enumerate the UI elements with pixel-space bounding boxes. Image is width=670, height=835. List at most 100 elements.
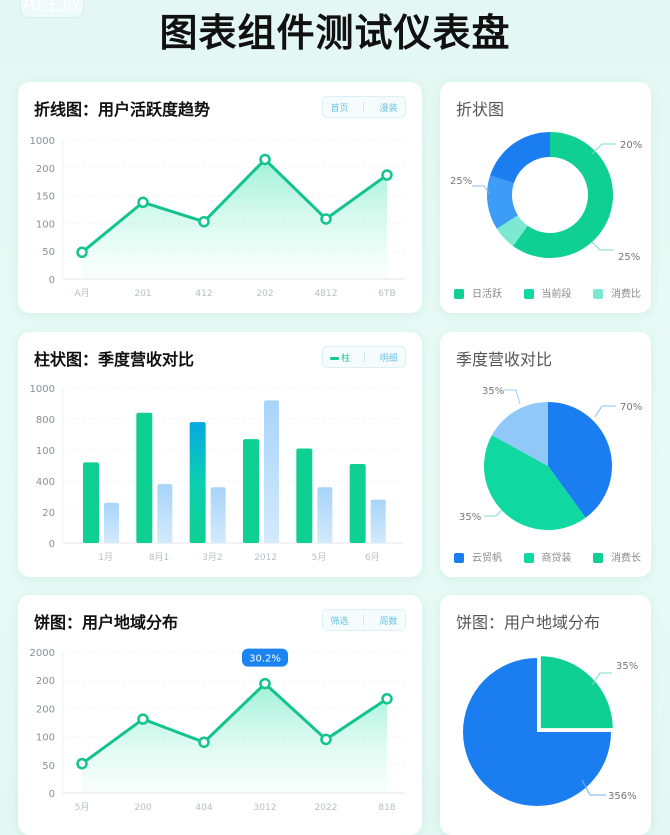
- slice-label: 20%: [620, 140, 642, 151]
- legend-item[interactable]: 消费长: [593, 549, 641, 564]
- y-tick-label: 1000: [30, 136, 55, 147]
- x-tick-label: 6月: [365, 552, 380, 563]
- slice-label: 70%: [620, 402, 642, 413]
- series-line: [81, 157, 388, 254]
- data-point: [381, 693, 393, 705]
- pie-slice: [487, 175, 518, 229]
- legend-item[interactable]: 云贸帆: [454, 549, 502, 564]
- bar: [243, 439, 259, 543]
- pie-slice: [496, 215, 528, 246]
- page-title: 图表组件测试仪表盘: [159, 11, 511, 55]
- legend-item[interactable]: 消费比: [593, 285, 641, 300]
- bar: [83, 462, 99, 543]
- pie-chart: 70% 35% 35%: [459, 386, 642, 530]
- legend: 日活跃 当前段 消费比: [454, 285, 641, 300]
- y-tick-label: 50: [42, 761, 55, 772]
- data-point: [76, 757, 88, 770]
- bar: [189, 422, 206, 543]
- y-tick-label: 2000: [30, 648, 55, 659]
- toggle-option[interactable]: 首页: [330, 103, 349, 114]
- x-tick-label: 5月: [312, 552, 327, 563]
- view-toggle[interactable]: 柱 明细: [322, 346, 406, 368]
- tooltip: [242, 648, 288, 667]
- y-tick-label: 100: [36, 446, 55, 457]
- x-tick-label: 1月: [98, 552, 113, 563]
- legend-item[interactable]: 日活跃: [454, 285, 502, 300]
- toggle-option[interactable]: 柱: [330, 351, 350, 364]
- x-tick-label: 8月1: [149, 552, 169, 563]
- label-leader: [591, 241, 614, 251]
- x-tick-label: 200: [134, 803, 151, 813]
- y-tick-label: 20: [42, 508, 55, 519]
- line-chart: 0 50 100 150 200 1000 A月 201 412 202 4812 6TB: [30, 136, 405, 299]
- x-tick-label: 2012: [254, 553, 277, 563]
- donut-chart-card: 折状图 20% 25% 25% 日活跃 当前段 消费比: [440, 82, 651, 313]
- x-tick-label: 2022: [315, 803, 338, 813]
- bar: [157, 484, 173, 543]
- data-point: [198, 736, 210, 748]
- x-tick-label: 5月: [75, 802, 90, 813]
- label-leader: [484, 509, 503, 517]
- legend: 云贸帆 商贷装 消费长: [454, 549, 641, 564]
- slice-label: 25%: [450, 176, 472, 187]
- slice-label: 35%: [459, 512, 481, 523]
- data-point: [381, 169, 393, 181]
- bar-chart-card: 柱状图：季度营收对比 柱 明细 0 20 400 100 800 1000 1月 8月1 3月2 2…: [18, 332, 422, 577]
- data-point: [137, 196, 149, 209]
- x-tick-label: 201: [134, 289, 151, 299]
- y-tick-label: 800: [36, 415, 55, 426]
- pie-chart: 35% 356%: [463, 654, 638, 806]
- toggle-option[interactable]: 筛选: [330, 616, 349, 627]
- y-tick-label: 0: [49, 275, 55, 286]
- bar: [370, 499, 386, 543]
- x-tick-label: 4812: [315, 289, 338, 299]
- label-leader: [594, 405, 616, 418]
- label-leader: [472, 185, 491, 195]
- card-title: 饼图：用户地域分布: [34, 613, 179, 632]
- toggle-option[interactable]: 周数: [379, 616, 398, 627]
- toggle-option[interactable]: 漫装: [379, 103, 398, 114]
- view-toggle[interactable]: 筛选 周数: [322, 609, 406, 631]
- bar: [104, 502, 119, 543]
- donut-chart: 20% 25% 25%: [450, 132, 642, 263]
- y-tick-label: 200: [36, 676, 55, 687]
- pie-slice: [484, 435, 586, 530]
- y-tick-label: 200: [36, 164, 55, 175]
- pie-slice: [490, 132, 550, 184]
- label-leader: [591, 672, 612, 686]
- view-toggle[interactable]: 首页 漫装: [322, 96, 406, 118]
- toggle-option[interactable]: 明细: [379, 353, 398, 364]
- x-tick-label: 3012: [254, 803, 277, 813]
- label-leader: [591, 143, 616, 155]
- line-chart-card: 饼图：用户地域分布 筛选 周数 0 50 100 200 200 2000 5月 200 404 3…: [18, 595, 422, 835]
- bar: [349, 463, 366, 543]
- bar: [264, 400, 279, 543]
- area-fill: [82, 159, 387, 279]
- bar: [210, 487, 226, 543]
- bar: [136, 412, 153, 543]
- y-tick-label: 1000: [30, 384, 55, 395]
- card-title: 季度营收对比: [456, 350, 553, 369]
- bar: [317, 487, 333, 543]
- pie-chart-card: 饼图：用户地域分布 35% 356%: [440, 595, 651, 835]
- legend-item[interactable]: 当前段: [523, 285, 572, 300]
- data-point: [76, 246, 88, 259]
- x-tick-label: 202: [256, 289, 273, 299]
- x-tick-label: 6TB: [378, 289, 395, 299]
- area-fill: [82, 683, 387, 793]
- y-tick-label: 0: [49, 539, 55, 550]
- y-tick-label: 400: [36, 477, 55, 488]
- slice-label: 35%: [482, 386, 504, 397]
- pie-slice: [548, 402, 612, 518]
- card-title: 饼图：用户地域分布: [456, 613, 601, 632]
- y-tick-label: 50: [42, 247, 55, 258]
- bar: [296, 448, 313, 543]
- pie-chart-card: 季度营收对比 70% 35% 35% 云贸帆 商贷装 消费长: [440, 332, 651, 577]
- pie-slice: [491, 402, 548, 466]
- data-point: [137, 713, 149, 725]
- card-title: 折状图: [456, 100, 505, 119]
- legend-item[interactable]: 商贷装: [523, 549, 572, 564]
- pie-slice: [512, 132, 613, 258]
- y-tick-label: 100: [36, 733, 55, 744]
- tooltip-text: 30.2%: [249, 654, 281, 665]
